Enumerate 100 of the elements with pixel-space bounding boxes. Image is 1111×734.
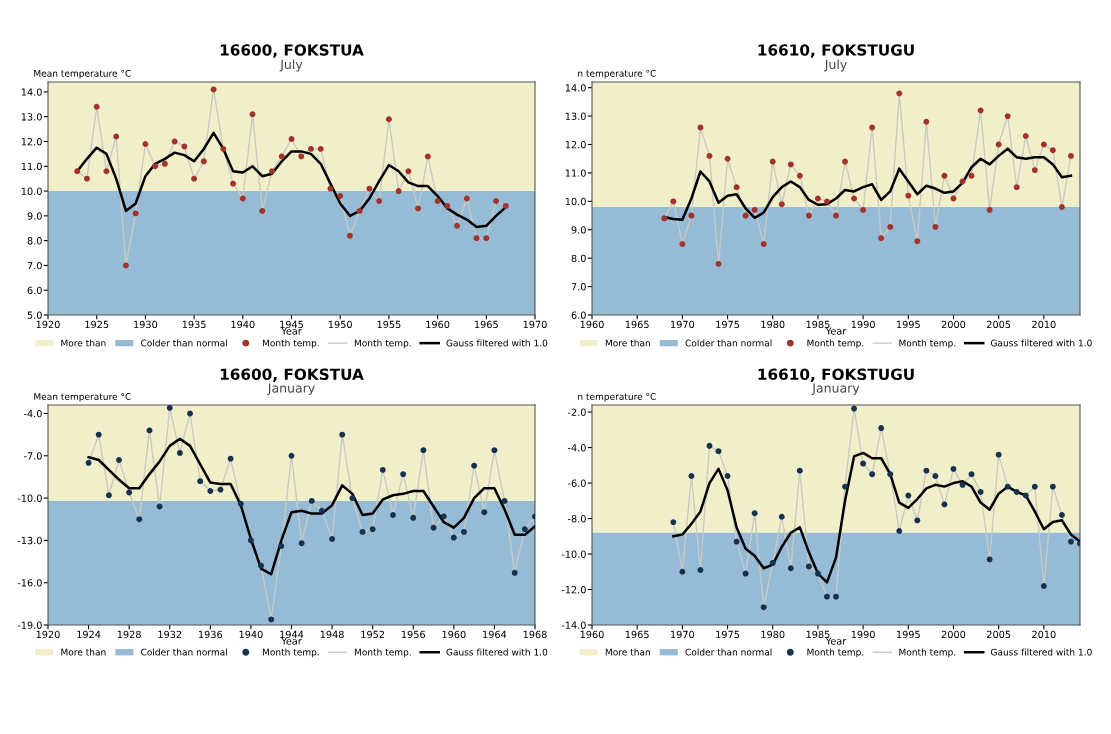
point: [181, 143, 188, 150]
point: [778, 513, 785, 520]
point: [376, 198, 383, 204]
x-tick-label: 1920: [36, 630, 60, 639]
point: [74, 168, 81, 175]
x-tick-label: 1940: [239, 630, 263, 639]
y-tick-label: 9.0: [571, 226, 586, 234]
point: [269, 168, 275, 175]
x-tick-label: 2000: [941, 320, 966, 329]
x-tick-label: 1975: [716, 630, 740, 639]
point: [230, 180, 237, 187]
point: [268, 616, 275, 623]
point: [415, 205, 422, 212]
point: [724, 473, 731, 479]
x-tick-label: 1965: [625, 320, 649, 329]
point: [959, 481, 966, 488]
point: [742, 570, 749, 577]
point: [742, 212, 749, 219]
y-tick-label: 10.0: [21, 187, 42, 195]
point: [733, 538, 740, 545]
x-tick-label: 1985: [806, 630, 830, 639]
y-tick-label: -8.0: [567, 515, 586, 523]
point: [706, 152, 713, 159]
point: [1068, 152, 1074, 159]
legend-label: Month temp.: [354, 648, 411, 658]
legend-label: Gauss filtered with 1.0: [990, 648, 1092, 656]
x-tick-label: 2010: [1032, 630, 1056, 639]
x-tick-label: 1985: [806, 320, 830, 329]
point: [298, 540, 305, 547]
point: [146, 427, 153, 434]
y-axis-title: Mean temperature °C: [34, 69, 131, 79]
point: [288, 136, 295, 142]
y-tick-label: 13.0: [565, 112, 586, 120]
point: [851, 405, 858, 412]
point: [914, 517, 921, 524]
y-axis-title: n temperature °C: [578, 69, 656, 79]
y-tick-label: 12.0: [565, 140, 586, 149]
x-tick-label: 1970: [671, 320, 695, 329]
y-tick-label: -2.0: [567, 408, 586, 416]
point: [833, 212, 839, 219]
point: [941, 172, 948, 179]
point: [152, 163, 159, 170]
y-tick-label: -7.0: [23, 452, 42, 460]
point: [842, 483, 848, 490]
y-tick-label: -16.0: [17, 579, 42, 587]
legend-label: Month temp.: [354, 339, 411, 349]
point: [796, 467, 803, 474]
y-axis-title: Mean temperature °C: [34, 393, 131, 402]
point: [769, 559, 776, 566]
point: [887, 223, 894, 230]
point: [471, 462, 478, 469]
point: [95, 431, 102, 438]
y-tick-label: 6.0: [571, 311, 586, 319]
point: [379, 466, 386, 473]
y-tick-label: 11.0: [565, 169, 586, 177]
point: [1004, 113, 1011, 120]
point: [1013, 488, 1020, 495]
point: [968, 172, 975, 179]
x-tick-label: 1980: [761, 630, 785, 639]
y-tick-label: 7.0: [27, 261, 42, 270]
x-tick-label: 1970: [671, 630, 695, 639]
point: [258, 562, 265, 569]
point: [715, 260, 722, 267]
point: [308, 497, 315, 504]
point: [968, 471, 975, 478]
point: [814, 195, 821, 202]
y-axis-title: n temperature °C: [578, 393, 656, 402]
point: [247, 537, 254, 544]
point: [440, 513, 447, 520]
point: [385, 116, 392, 123]
point: [450, 534, 457, 541]
x-tick-label: 1965: [475, 320, 498, 329]
point: [249, 111, 256, 118]
point: [84, 175, 90, 182]
point: [390, 512, 396, 518]
point: [751, 510, 758, 517]
x-tick-label: 1935: [182, 320, 206, 329]
y-tick-label: 5.0: [27, 311, 42, 319]
y-tick-label: -19.0: [17, 621, 42, 629]
legend-label: Colder than normal: [141, 339, 227, 347]
point: [461, 528, 467, 535]
point: [187, 410, 193, 417]
point: [986, 556, 993, 563]
x-tick-label: 2005: [987, 630, 1011, 639]
y-tick-label: 14.0: [565, 84, 586, 92]
x-tick-label: 1970: [523, 320, 547, 329]
x-axis-title: Year: [825, 327, 847, 335]
point: [923, 467, 930, 474]
point: [1058, 512, 1065, 518]
x-tick-label: 1955: [377, 320, 401, 329]
point: [995, 451, 1002, 458]
x-axis-title: Year: [281, 327, 302, 335]
point: [521, 526, 528, 533]
point: [1040, 583, 1047, 589]
x-tick-label: 1924: [77, 630, 101, 639]
legend-label: Colder than normal: [685, 339, 772, 347]
chart-title: 16610, FOKSTUGU: [758, 368, 914, 382]
y-tick-label: 13.0: [21, 113, 42, 121]
y-tick-label: -4.0: [567, 444, 586, 452]
point: [356, 207, 363, 214]
